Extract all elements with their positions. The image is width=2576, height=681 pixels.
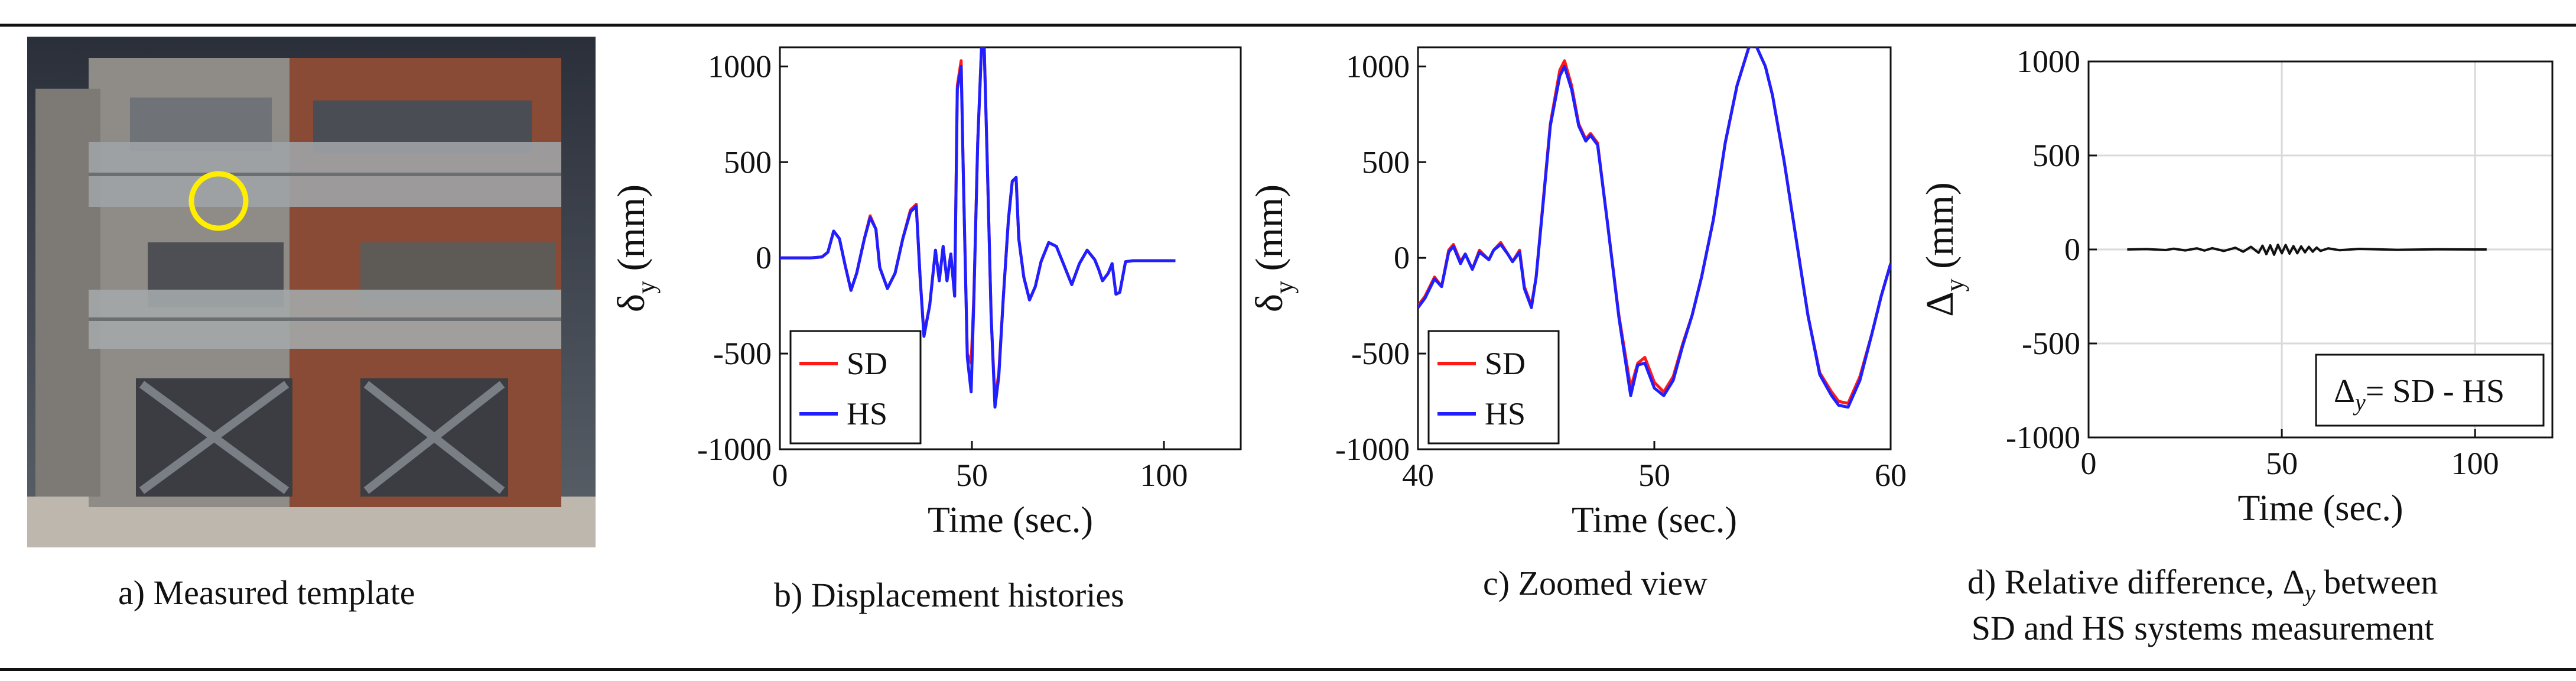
series-line-Δy <box>2127 244 2487 256</box>
legend-box <box>2315 354 2545 427</box>
legend-text: = SD - HS <box>2366 373 2505 410</box>
axes-frame <box>779 46 1242 450</box>
x-tick-label: 50 <box>1638 458 1670 493</box>
legend-label-HS: HS <box>1485 396 1526 432</box>
legend-symbol: Δ <box>2334 373 2355 410</box>
legend-label-HS: HS <box>847 396 887 432</box>
x-tick-label: 50 <box>956 458 988 493</box>
y-axis-unit: (mm) <box>1918 182 1962 278</box>
y-axis-symbol: Δ <box>1918 291 1962 316</box>
y-axis-symbol: δ <box>1248 294 1291 312</box>
caption-d-sub: y <box>2304 579 2315 607</box>
x-tick-label: 40 <box>1402 458 1434 493</box>
caption-d-line3: SD and HS systems measurement <box>1971 609 2434 648</box>
caption-c: c) Zoomed view <box>1483 564 1708 602</box>
y-tick-label: -500 <box>1351 336 1410 371</box>
x-axis-label: Time (sec.) <box>928 500 1093 540</box>
y-tick-label: -1000 <box>2006 420 2080 455</box>
y-tick-label: -500 <box>2022 326 2080 361</box>
legend-label-SD: SD <box>1485 346 1526 381</box>
y-tick-label: 500 <box>724 144 772 180</box>
caption-d-part1: d) Relative difference, Δ <box>1967 563 2305 601</box>
y-tick-label: 1000 <box>2016 44 2080 79</box>
x-axis-label: Time (sec.) <box>1572 500 1737 540</box>
y-axis-unit: (mm) <box>1248 184 1291 281</box>
series-line-HS <box>1418 47 1891 409</box>
y-axis-subscript: y <box>632 281 661 294</box>
legend-label-SD: SD <box>847 346 887 381</box>
y-axis-label: δy (mm) <box>610 184 661 312</box>
y-tick-label: 500 <box>2032 138 2080 173</box>
x-tick-label: 0 <box>2081 446 2097 481</box>
x-tick-label: 60 <box>1875 458 1907 493</box>
building-photo <box>27 37 596 547</box>
x-axis-label: Time (sec.) <box>2237 488 2403 528</box>
caption-b: b) Displacement histories <box>774 576 1124 614</box>
x-tick-label: 50 <box>2266 446 2298 481</box>
y-tick-label: 0 <box>1394 240 1410 275</box>
measurement-marker <box>188 171 249 231</box>
plot-relative-difference: 0 50 100 -1000 -500 0 500 1000 Time (sec.) Δy (mm… <box>1918 44 2554 528</box>
series-line-HS <box>780 47 1176 409</box>
x-tick-label: 100 <box>1140 458 1188 493</box>
y-tick-label: -500 <box>713 336 772 371</box>
caption-d: d) Relative difference, Δy between SD an… <box>1967 562 2438 650</box>
plot-displacement-histories: 0 50 100 -1000 -500 0 500 1000 Time (sec.) δy (mm… <box>610 46 1242 540</box>
legend-subscript: y <box>2353 389 2366 416</box>
y-axis-symbol: δ <box>610 294 653 312</box>
y-tick-label: 1000 <box>1346 48 1410 84</box>
y-tick-label: 0 <box>2064 232 2080 267</box>
plot-zoomed-view: 40 50 60 -1000 -500 0 500 1000 Time (sec.) δy (mm… <box>1248 46 1907 540</box>
y-tick-label: 500 <box>1362 144 1410 180</box>
x-tick-label: 0 <box>772 458 788 493</box>
caption-a: a) Measured template <box>118 573 415 612</box>
legend-box <box>1427 330 1560 445</box>
y-tick-label: -1000 <box>697 432 772 467</box>
y-axis-subscript: y <box>1940 278 1969 291</box>
y-axis-subscript: y <box>1270 281 1299 294</box>
y-tick-label: 0 <box>756 240 772 275</box>
caption-d-part2: between <box>2315 563 2438 601</box>
y-tick-label: 1000 <box>708 48 772 84</box>
top-rule <box>0 24 2576 27</box>
legend-box <box>789 330 922 445</box>
y-axis-label: δy (mm) <box>1248 184 1299 312</box>
y-axis-label: Δy (mm) <box>1918 182 1969 317</box>
bottom-rule <box>0 668 2576 671</box>
legend-label: Δy= SD - HS <box>2334 373 2505 416</box>
y-axis-unit: (mm) <box>610 184 653 281</box>
y-tick-label: -1000 <box>1335 432 1410 467</box>
x-tick-label: 100 <box>2451 446 2499 481</box>
